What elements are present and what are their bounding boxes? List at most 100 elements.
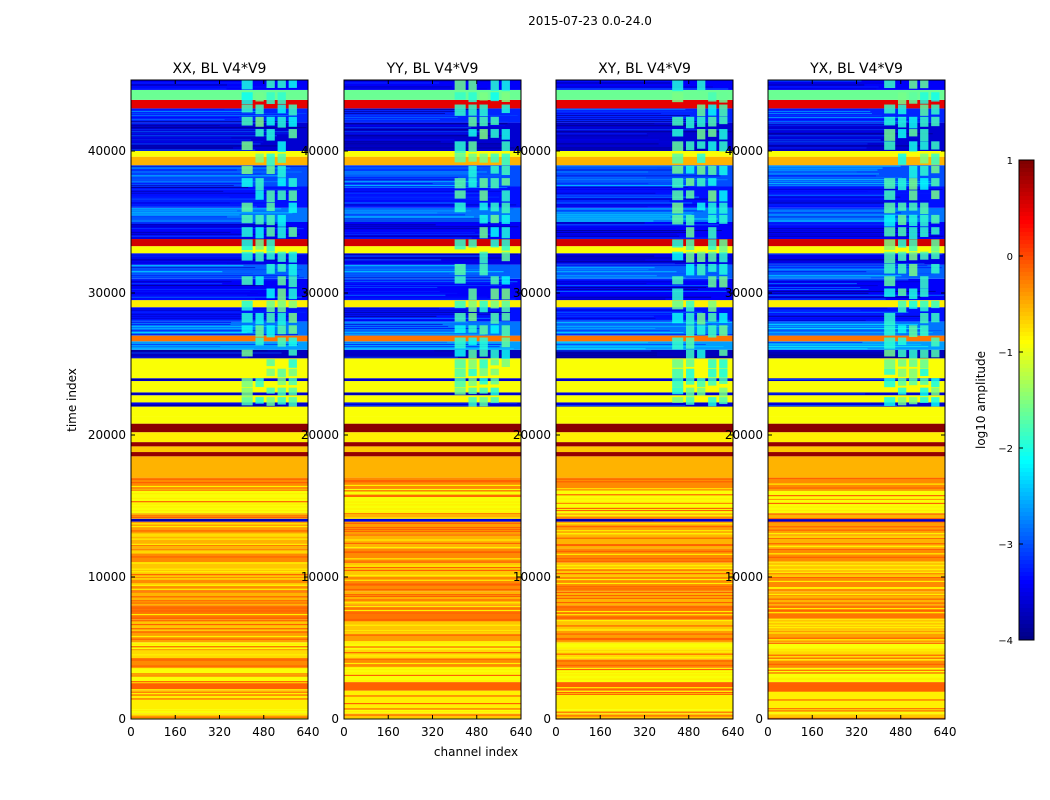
heatmap-noise-row — [131, 283, 223, 285]
heatmap-stripe — [344, 702, 521, 705]
heatmap-band — [131, 335, 308, 342]
hot-channel-block — [490, 227, 499, 237]
hot-channel-block — [672, 80, 684, 92]
heatmap-stripe — [556, 693, 733, 695]
heatmap-band — [131, 682, 308, 691]
heatmap-stripe — [344, 708, 521, 710]
heatmap-noise-row — [131, 350, 268, 352]
hot-channel-block — [672, 165, 684, 174]
hot-channel-block — [909, 368, 918, 378]
heatmap-noise-row — [768, 265, 928, 267]
heatmap-stripe — [131, 501, 308, 503]
heatmap-noise-row — [768, 253, 943, 255]
heatmap-noise-row — [556, 108, 686, 110]
colorbar-segment — [1019, 472, 1034, 477]
heatmap-band — [768, 300, 945, 308]
heatmap-noise-row — [131, 287, 252, 289]
hot-channel-block — [266, 387, 275, 394]
heatmap-stripe — [131, 503, 308, 505]
heatmap-noise-row — [344, 169, 479, 171]
heatmap-stripe — [556, 639, 733, 641]
heatmap-noise-row — [556, 179, 728, 181]
hot-channel-block — [454, 325, 466, 333]
heatmap-band — [556, 300, 733, 308]
heatmap-stripe — [344, 692, 521, 694]
colorbar-tick-label: −1 — [998, 348, 1013, 359]
hot-channel-block — [241, 227, 253, 237]
heatmap-band — [556, 239, 733, 247]
heatmap-stripe — [768, 657, 945, 659]
colorbar-segment — [1019, 540, 1034, 545]
colorbar-segment — [1019, 628, 1034, 633]
heatmap-noise-row — [344, 354, 470, 356]
heatmap-noise-row — [768, 204, 928, 206]
colorbar-segment — [1019, 256, 1034, 261]
heatmap-noise-row — [768, 315, 928, 317]
heatmap-noise-row — [556, 149, 709, 151]
heatmap-noise-row — [768, 175, 876, 177]
heatmap-noise-row — [768, 309, 861, 311]
hot-channel-block — [288, 129, 297, 139]
heatmap-band — [768, 642, 945, 650]
hot-channel-block — [277, 178, 286, 187]
heatmap-noise-row — [768, 379, 941, 381]
heatmap-noise-row — [556, 204, 729, 206]
hot-channel-block — [490, 165, 499, 174]
heatmap-noise-row — [768, 235, 944, 237]
heatmap-noise-row — [556, 321, 733, 323]
heatmap-noise-row — [768, 334, 901, 336]
heatmap-noise-row — [768, 129, 887, 131]
heatmap-noise-row — [131, 292, 258, 294]
heatmap-noise-row — [768, 288, 869, 290]
colorbar-segment — [1019, 352, 1034, 357]
colorbar-segment — [1019, 616, 1034, 621]
heatmap-stripe — [556, 544, 733, 547]
hot-channel-block — [454, 378, 466, 388]
heatmap-band — [344, 432, 521, 443]
hot-channel-block — [920, 300, 929, 312]
hot-channel-block — [697, 80, 706, 91]
hot-channel-block — [479, 104, 488, 117]
hot-channel-block — [241, 349, 253, 357]
colorbar-segment — [1019, 536, 1034, 541]
heatmap-noise-row — [131, 192, 289, 194]
hot-channel-block — [931, 239, 940, 252]
heatmap-band — [556, 577, 733, 592]
heatmap-noise-row — [344, 346, 500, 348]
hot-channel-block — [288, 325, 297, 334]
heatmap-band — [556, 534, 733, 549]
hot-channel-block — [266, 80, 275, 89]
hot-channel-block — [884, 227, 896, 237]
heatmap-stripe — [131, 543, 308, 545]
heatmap-noise-row — [131, 133, 294, 135]
heatmap-noise-row — [768, 198, 943, 200]
hot-channel-block — [479, 251, 488, 264]
hot-channel-block — [909, 92, 918, 104]
heatmap-stripe — [344, 558, 521, 560]
heatmap-noise-row — [768, 141, 892, 143]
heatmap-stripe — [556, 533, 733, 536]
colorbar-segment — [1019, 468, 1034, 473]
heatmap-stripe — [344, 512, 521, 514]
hot-channel-block — [697, 165, 706, 175]
heatmap-noise-row — [768, 147, 867, 149]
hot-channel-block — [909, 141, 918, 152]
hot-channel-block — [241, 92, 253, 105]
heatmap-noise-row — [556, 253, 719, 255]
hot-channel-block — [897, 263, 907, 274]
heatmap-noise-row — [344, 237, 472, 239]
heatmap-noise-row — [131, 200, 275, 202]
heatmap-band — [344, 423, 521, 433]
heatmap-noise-row — [344, 206, 451, 208]
heatmap-band — [768, 442, 945, 447]
heatmap-noise-row — [344, 283, 513, 285]
heatmap-noise-row — [131, 354, 293, 356]
heatmap-noise-row — [556, 265, 715, 267]
heatmap-stripe — [344, 526, 521, 529]
hot-channel-block — [479, 153, 488, 163]
hot-channel-block — [884, 337, 896, 349]
hot-channel-block — [920, 359, 929, 369]
heatmap-band — [556, 682, 733, 691]
heatmap-noise-row — [556, 165, 715, 167]
y-tick-label: 20000 — [725, 428, 763, 442]
